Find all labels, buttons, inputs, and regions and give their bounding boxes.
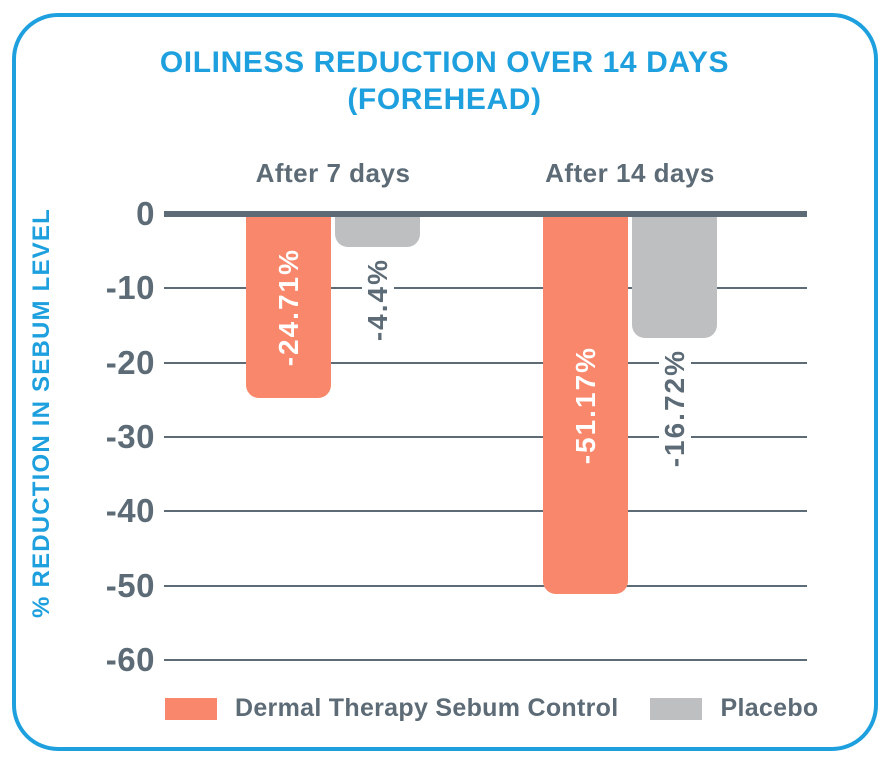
y-tick-label: -30 xyxy=(105,417,155,455)
gridline xyxy=(164,510,807,513)
y-tick-label: -20 xyxy=(105,343,155,381)
legend-item-placebo: Placebo xyxy=(650,694,818,723)
placebo-bar-14-days xyxy=(632,217,717,339)
bar-value-label-wrap: -4.4% xyxy=(335,253,420,345)
legend-swatch-placebo xyxy=(650,697,703,720)
y-tick-label: 0 xyxy=(136,195,155,232)
bar-value-label: -16.72% xyxy=(658,345,691,472)
chart-title-line-2: (FOREHEAD) xyxy=(347,83,542,116)
y-tick-label: -10 xyxy=(105,269,155,307)
bar-value-label: -24.71% xyxy=(272,248,304,367)
gridline xyxy=(164,287,807,290)
chart-frame-border xyxy=(12,13,878,751)
dermal-therapy-bar-7-days: -24.71% xyxy=(246,217,331,398)
zero-axis-line xyxy=(164,211,807,217)
chart-title-line-1: OILINESS REDUCTION OVER 14 DAYS xyxy=(159,46,730,79)
gridline xyxy=(164,658,807,661)
legend: Dermal Therapy Sebum Control Placebo xyxy=(165,694,818,723)
category-label-after-14-days: After 14 days xyxy=(545,158,715,188)
bar-value-label: -4.4% xyxy=(361,253,394,345)
legend-swatch-dermal-therapy xyxy=(165,697,217,720)
gridline xyxy=(164,435,807,438)
legend-item-dermal-therapy: Dermal Therapy Sebum Control xyxy=(165,694,618,723)
category-label-after-7-days: After 7 days xyxy=(255,158,411,188)
legend-label-dermal-therapy: Dermal Therapy Sebum Control xyxy=(235,694,619,722)
bar-value-label-wrap: -16.72% xyxy=(632,345,717,472)
y-tick-label: -60 xyxy=(105,640,155,678)
chart-title: OILINESS REDUCTION OVER 14 DAYS (FOREHEA… xyxy=(0,44,889,118)
y-tick-label: -40 xyxy=(105,492,155,530)
y-axis-title: % REDUCTION IN SEBUM LEVEL xyxy=(28,208,55,618)
legend-label-placebo: Placebo xyxy=(720,694,819,722)
placebo-bar-7-days xyxy=(335,217,420,247)
gridline xyxy=(164,361,807,364)
y-tick-label: -50 xyxy=(105,566,155,604)
gridline xyxy=(164,584,807,587)
dermal-therapy-bar-14-days: -51.17% xyxy=(543,217,628,595)
bar-value-label: -51.17% xyxy=(569,346,601,465)
